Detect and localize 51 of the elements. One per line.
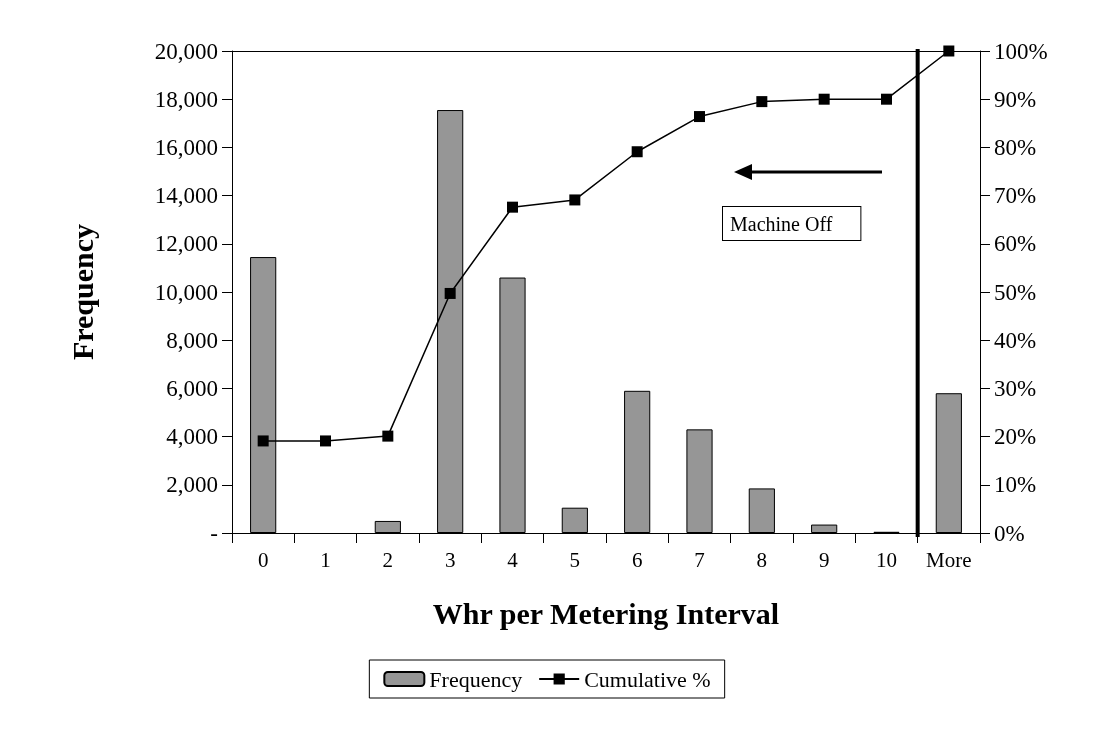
point (631, 146, 643, 158)
y-tick-label: 14,000 (154, 183, 218, 209)
legend-label: Cumulative % (584, 666, 711, 692)
y2-tick-label: 20% (994, 424, 1037, 450)
x-tick-label: 4 (507, 547, 519, 572)
y2-tick-label: 80% (994, 134, 1037, 160)
point (320, 435, 331, 447)
y-tick-label: - (210, 520, 218, 546)
y-tick-label: 18,000 (154, 86, 218, 112)
point (507, 201, 518, 213)
y-axis-title: Frequency (65, 223, 99, 361)
y-tick-label: 6,000 (166, 375, 218, 401)
x-tick-label: 9 (818, 547, 830, 572)
x-tick-label: 6 (631, 547, 643, 572)
y-tick-label: 16,000 (154, 134, 218, 160)
point (694, 111, 705, 123)
x-tick-label: 7 (694, 547, 705, 572)
x-tick-label: 2 (382, 547, 394, 572)
legend-label: Frequency (429, 666, 523, 692)
point (818, 93, 830, 105)
y2-tick-label: 90% (994, 86, 1037, 112)
point (943, 45, 955, 57)
point (257, 435, 269, 447)
y2-tick-label: 50% (994, 279, 1037, 305)
x-axis-title: Whr per Metering Interval (432, 596, 780, 630)
y-tick-label: 20,000 (154, 38, 218, 64)
y2-tick-label: 10% (994, 472, 1037, 498)
y-tick-label: 12,000 (154, 231, 218, 257)
point (881, 93, 892, 105)
annotation: Machine Off (730, 213, 833, 235)
x-tick-label: 0 (257, 547, 269, 572)
x-tick-label: 10 (876, 547, 897, 572)
y-tick-label: 10,000 (154, 279, 218, 305)
point (756, 96, 768, 108)
x-tick-label: 3 (444, 547, 456, 572)
y2-tick-label: 0% (994, 520, 1025, 546)
y2-tick-label: 70% (994, 183, 1037, 209)
y2-tick-label: 30% (994, 375, 1037, 401)
point (444, 287, 456, 299)
y2-tick-label: 60% (994, 231, 1037, 257)
y2-tick-label: 40% (994, 327, 1037, 353)
x-tick-label: More (926, 547, 972, 572)
x-tick-label: 8 (756, 547, 768, 572)
y-tick-label: 4,000 (166, 424, 218, 450)
y-tick-label: 2,000 (166, 472, 218, 498)
y2-tick-label: 100% (994, 38, 1048, 64)
y-tick-label: 8,000 (166, 327, 218, 353)
x-tick-label: 5 (569, 547, 581, 572)
point (569, 194, 581, 206)
point (382, 430, 394, 442)
x-tick-label: 1 (320, 547, 331, 572)
